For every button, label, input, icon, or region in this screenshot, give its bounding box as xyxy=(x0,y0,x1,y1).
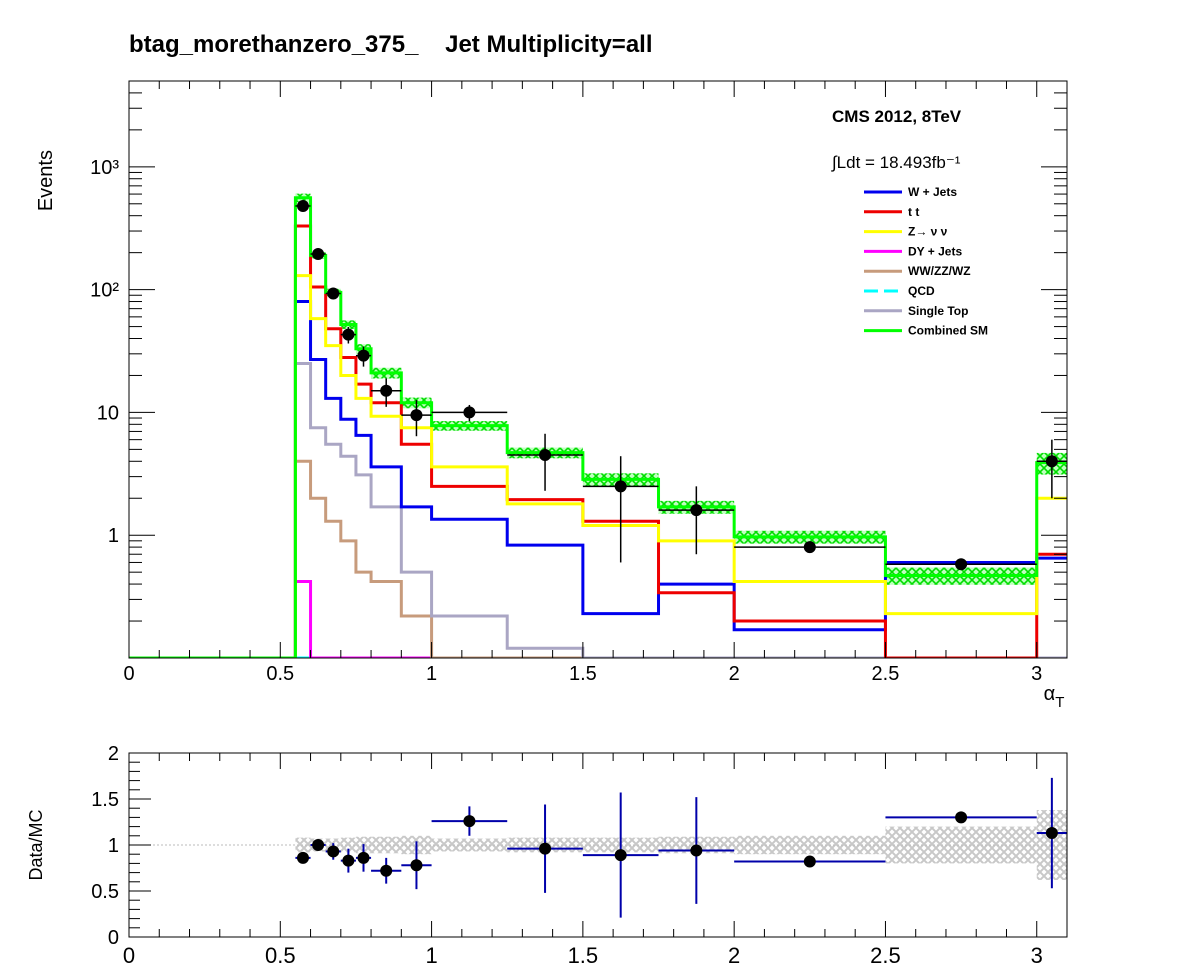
x-tick-label: 1 xyxy=(425,943,437,968)
x-tick-label: 2 xyxy=(728,943,740,968)
ratio-point xyxy=(539,842,552,855)
data-points xyxy=(295,199,1067,571)
legend-label-wjets: W + Jets xyxy=(908,185,957,199)
y-tick-label: 10² xyxy=(90,280,119,302)
series-ttbar xyxy=(129,224,1067,658)
x-tick-label: 0 xyxy=(123,663,134,685)
ratio-point xyxy=(296,851,309,864)
data-point xyxy=(410,409,423,422)
x-tick-label: 1.5 xyxy=(569,663,597,685)
y-axis-label: Events xyxy=(35,150,57,211)
legend-label-zinv: Z→ ν ν xyxy=(908,225,948,239)
x-tick-label: 2.5 xyxy=(870,943,901,968)
main-x-axis: 0 0.5 1 1.5 2 2.5 3 xyxy=(123,81,1068,685)
data-point xyxy=(955,558,968,571)
x-tick-label: 2 xyxy=(729,663,740,685)
ratio-y-tick-label: 0.5 xyxy=(91,881,119,903)
data-point xyxy=(357,349,370,362)
ratio-y-tick-label: 2 xyxy=(108,743,119,765)
data-point xyxy=(312,248,325,261)
x-tick-label: 2.5 xyxy=(872,663,900,685)
x-tick-label: 0 xyxy=(123,943,135,968)
ratio-point xyxy=(690,844,703,857)
data-point xyxy=(539,448,552,461)
ratio-point xyxy=(312,839,325,851)
data-point xyxy=(803,541,816,554)
data-point xyxy=(1045,455,1058,468)
ratio-point xyxy=(463,815,476,828)
ratio-y-axis-label: Data/MC xyxy=(26,809,46,880)
y-tick-label: 10³ xyxy=(90,157,119,179)
main-frame xyxy=(128,80,1068,659)
data-point xyxy=(463,406,476,419)
series-wjets xyxy=(129,300,1067,658)
ratio-point xyxy=(327,845,340,858)
x-tick-label: 1.5 xyxy=(568,943,599,968)
ratio-band-bin xyxy=(340,837,356,853)
ratio-y-tick-label: 0 xyxy=(108,927,119,949)
legend-label-diboson: WW/ZZ/WZ xyxy=(908,264,971,278)
data-point xyxy=(614,480,627,493)
chart-title: btag_morethanzero_375_ Jet Multiplicity=… xyxy=(129,31,653,58)
legend-label-combined: Combined SM xyxy=(908,324,988,338)
x-tick-label: 0.5 xyxy=(266,663,294,685)
x-tick-label: 3 xyxy=(1031,663,1042,685)
data-point xyxy=(690,504,703,517)
legend-label-dy: DY + Jets xyxy=(908,244,962,258)
ratio-point xyxy=(803,855,816,868)
x-tick-label: 3 xyxy=(1031,943,1043,968)
y-tick-label: 10 xyxy=(97,402,119,424)
series-dy xyxy=(129,579,1067,658)
ratio-y-tick-label: 1 xyxy=(108,835,119,857)
y-tick-label: 1 xyxy=(108,525,119,547)
legend: W + Jets t t Z→ ν ν DY + Jets WW/ZZ/WZ QCD Sin… xyxy=(864,185,988,338)
legend-label-ttbar: t t xyxy=(908,205,919,219)
cms-label: CMS 2012, 8TeV xyxy=(832,107,962,126)
ratio-point xyxy=(357,851,370,864)
ratio-plot: 0 0.5 1 1.5 2 2.5 3 0 0.5 1 1.5 2 Data/MC xyxy=(26,743,1068,968)
ratio-point xyxy=(614,849,627,862)
ratio-point xyxy=(410,859,423,872)
ratio-point xyxy=(955,811,968,824)
x-tick-label: 0.5 xyxy=(265,943,296,968)
data-point xyxy=(380,384,393,397)
lumi-label: ∫Ldt = 18.493fb⁻¹ xyxy=(831,153,961,172)
main-y-axis: 1 10 10² 10³ xyxy=(90,80,1067,659)
ratio-y-tick-label: 1.5 xyxy=(91,789,119,811)
legend-label-qcd: QCD xyxy=(908,284,935,298)
ratio-points xyxy=(295,777,1067,918)
ratio-point xyxy=(1045,827,1058,840)
data-point xyxy=(342,328,355,341)
ratio-point xyxy=(342,854,355,867)
ratio-point xyxy=(380,864,393,877)
series-singletop xyxy=(129,362,1067,658)
ratio-x-axis: 0 0.5 1 1.5 2 2.5 3 xyxy=(123,753,1068,968)
x-axis-label: αT xyxy=(1044,683,1065,711)
data-point xyxy=(296,199,309,212)
ratio-y-axis: 0 0.5 1 1.5 2 xyxy=(91,743,151,949)
data-point xyxy=(327,287,340,300)
series-diboson xyxy=(129,459,1067,658)
main-plot: 0 0.5 1 1.5 2 2.5 3 1 10 10² 10³ αT Events CMS 20… xyxy=(35,80,1068,711)
legend-label-singletop: Single Top xyxy=(908,304,968,318)
x-tick-label: 1 xyxy=(426,663,437,685)
